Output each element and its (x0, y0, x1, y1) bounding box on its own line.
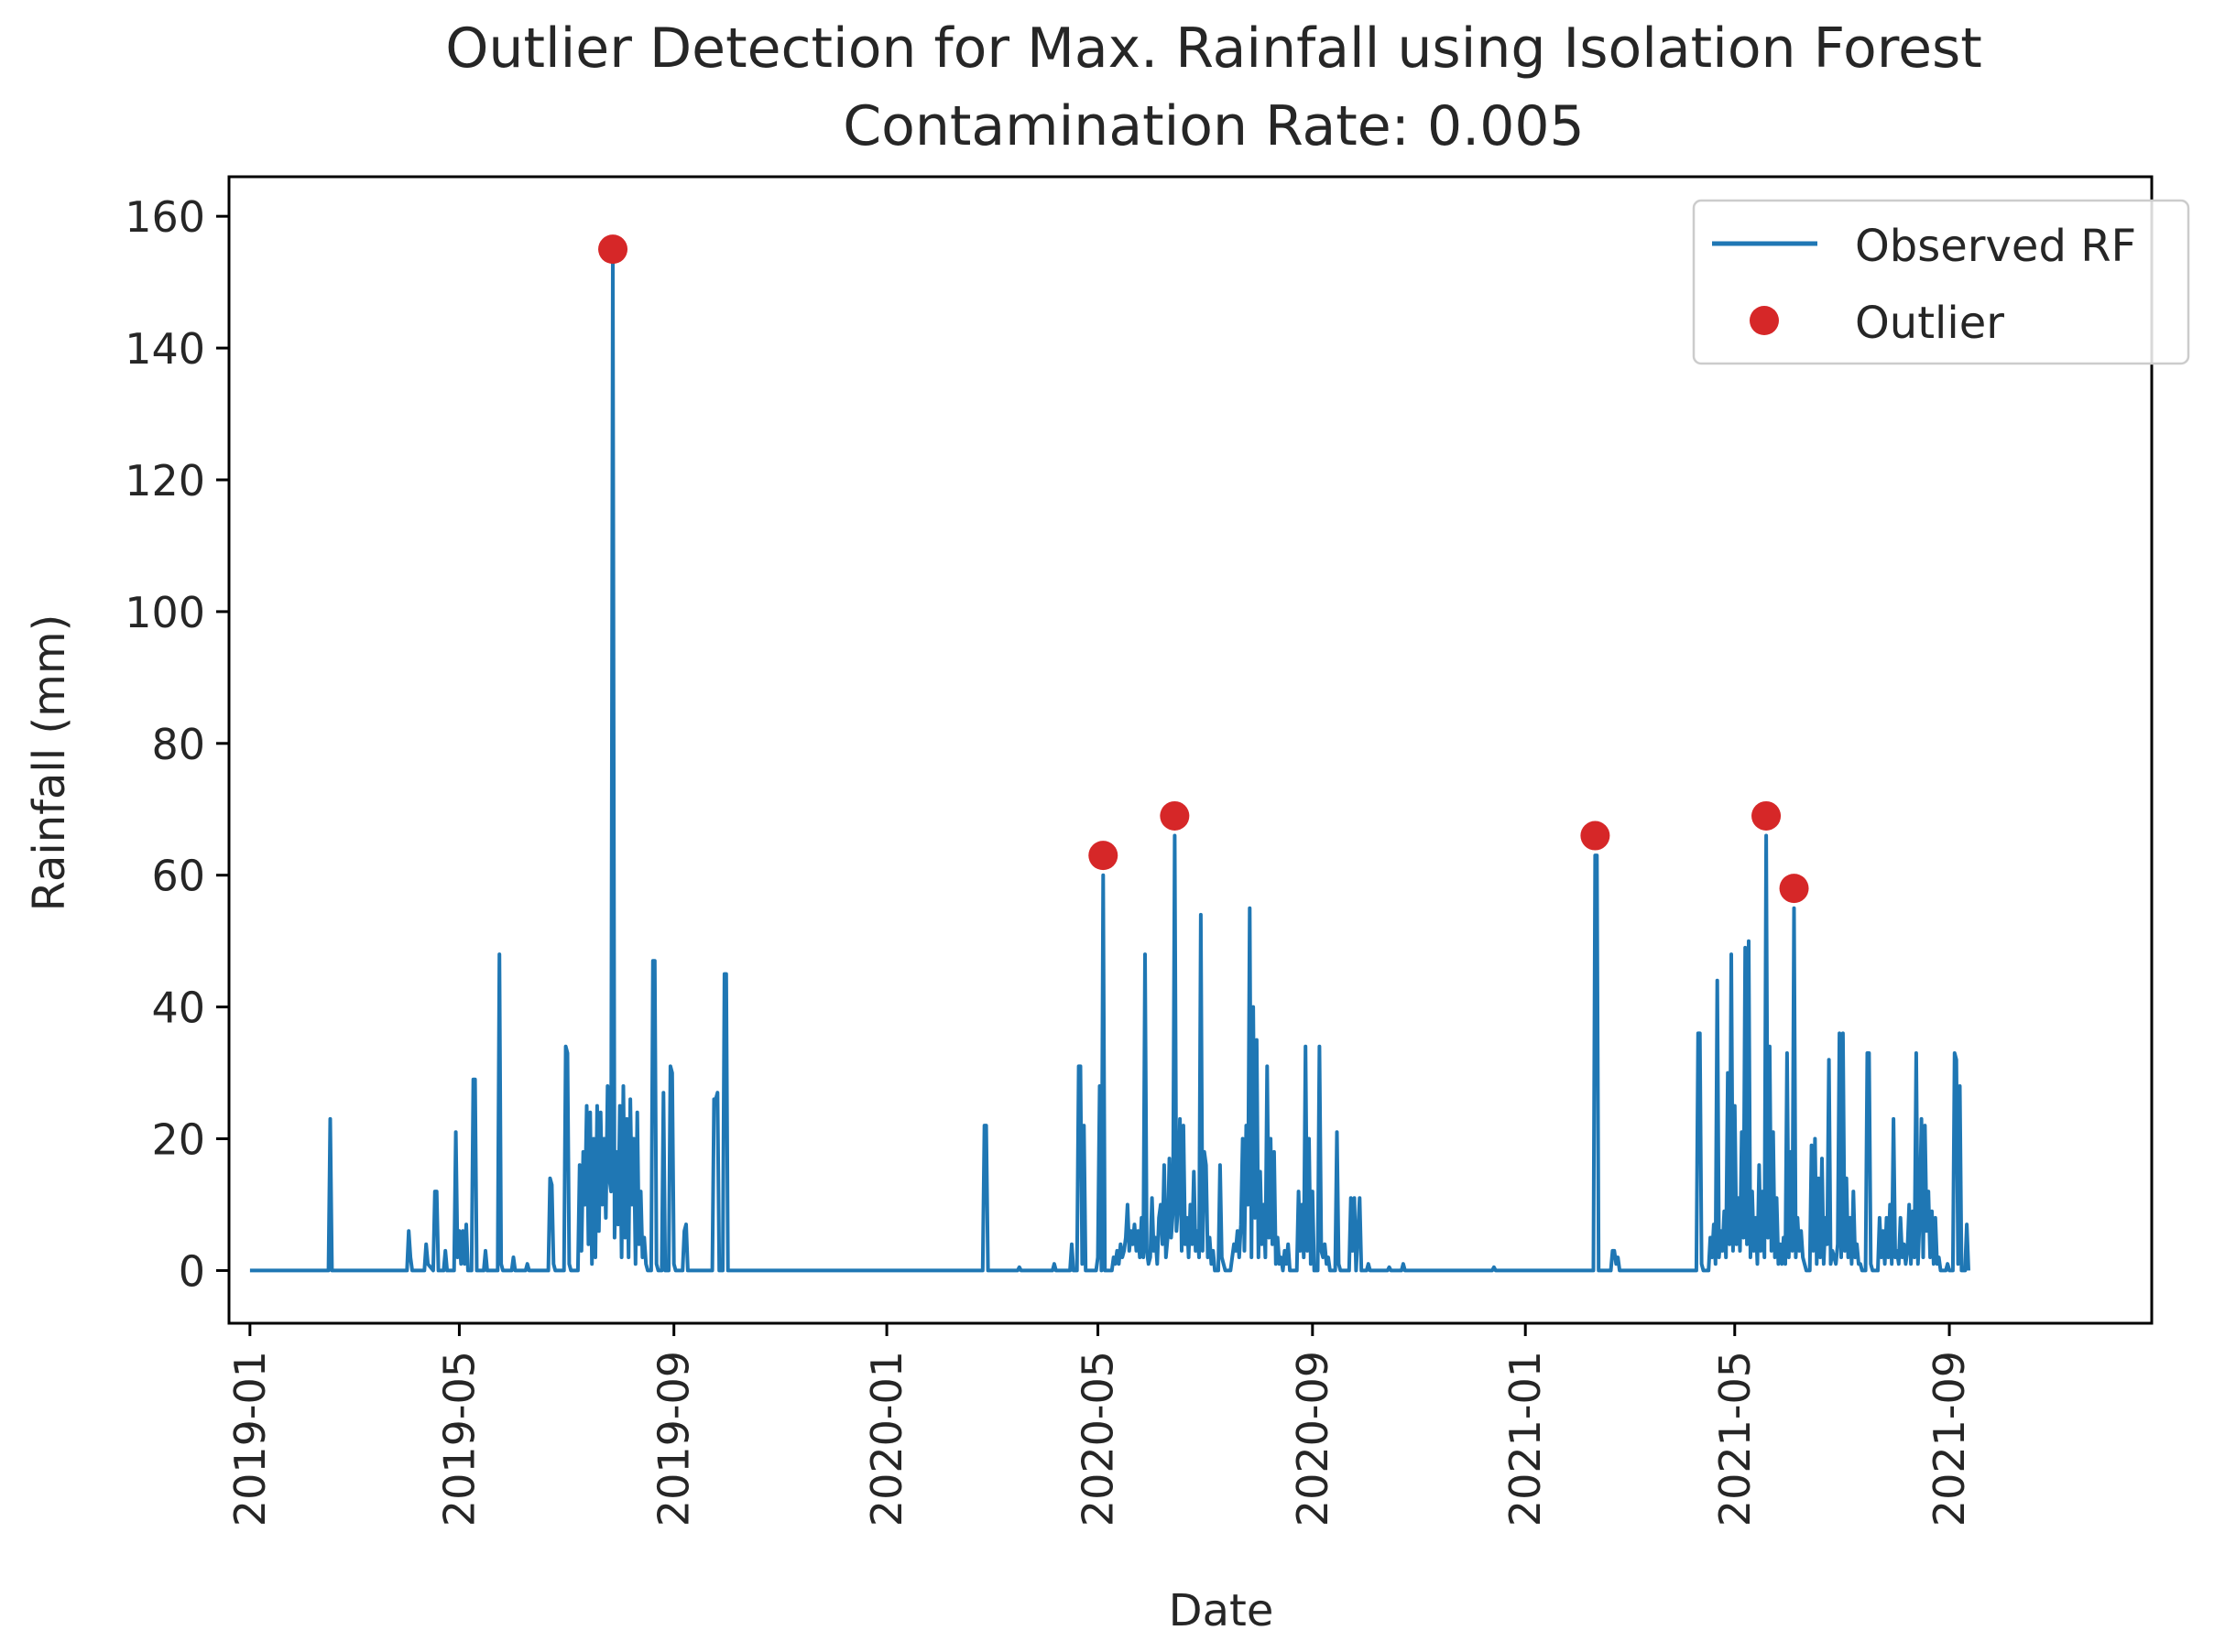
legend-label-observed: Observed RF (1855, 221, 2136, 272)
y-axis: 0 20 40 60 80 100 120 140 160 (125, 192, 229, 1296)
x-tick-label: 2021-09 (1925, 1351, 1974, 1527)
x-tick-label: 2020-05 (1074, 1351, 1123, 1527)
y-tick-label: 0 (179, 1246, 205, 1296)
y-tick-label: 40 (151, 984, 205, 1033)
y-tick-label: 20 (151, 1115, 205, 1165)
x-tick-label: 2019-05 (434, 1351, 484, 1527)
outlier-point (1160, 800, 1190, 831)
x-tick-label: 2021-05 (1710, 1351, 1760, 1527)
y-axis-label: Rainfall (mm) (24, 614, 75, 912)
axes-frame (227, 175, 2154, 1325)
x-axis-label: Date (1169, 1585, 1274, 1636)
x-tick-label: 2019-09 (649, 1351, 699, 1527)
legend-marker-swatch (1750, 306, 1779, 335)
outlier-point (1751, 800, 1782, 831)
x-tick-label: 2021-01 (1500, 1351, 1550, 1527)
outlier-point (1779, 874, 1809, 904)
y-tick-label: 160 (125, 192, 205, 242)
x-tick-label: 2020-09 (1288, 1351, 1337, 1527)
plot-area (249, 234, 1970, 1273)
legend: Observed RF Outlier (1692, 199, 2190, 365)
outlier-point (598, 234, 628, 265)
y-tick-label: 140 (125, 324, 205, 374)
chart-subtitle: Contamination Rate: 0.005 (843, 94, 1584, 158)
y-tick-label: 120 (125, 456, 205, 505)
x-axis: 2019-01 2019-05 2019-09 2020-01 2020-05 2020-… (225, 1323, 1974, 1527)
x-tick-label: 2020-01 (862, 1351, 911, 1527)
y-tick-label: 100 (125, 588, 205, 637)
legend-label-outlier: Outlier (1855, 298, 2004, 349)
y-tick-label: 60 (151, 852, 205, 901)
x-tick-label: 2019-01 (225, 1351, 275, 1527)
outlier-point (1580, 821, 1610, 851)
outlier-point (1088, 841, 1118, 871)
y-tick-label: 80 (151, 720, 205, 769)
chart-title: Outlier Detection for Max. Rainfall usin… (445, 16, 1982, 81)
